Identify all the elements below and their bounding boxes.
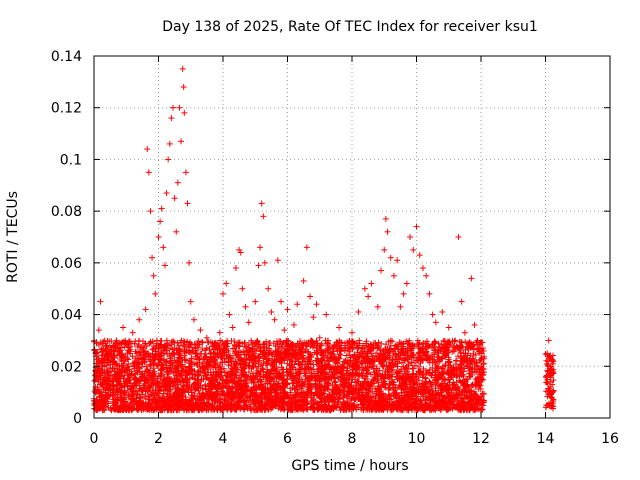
data-point-dense xyxy=(380,363,387,370)
data-points xyxy=(91,65,557,414)
data-point-dense xyxy=(435,340,442,347)
data-point-dense xyxy=(355,378,362,385)
data-point-dense xyxy=(454,353,461,360)
chart-title: Day 138 of 2025, Rate Of TEC Index for r… xyxy=(162,19,538,35)
data-point-dense xyxy=(472,352,479,359)
data-point-dense xyxy=(170,349,177,356)
data-point-dense xyxy=(198,338,205,345)
grid-lines xyxy=(94,56,610,418)
data-point-dense xyxy=(330,348,337,355)
